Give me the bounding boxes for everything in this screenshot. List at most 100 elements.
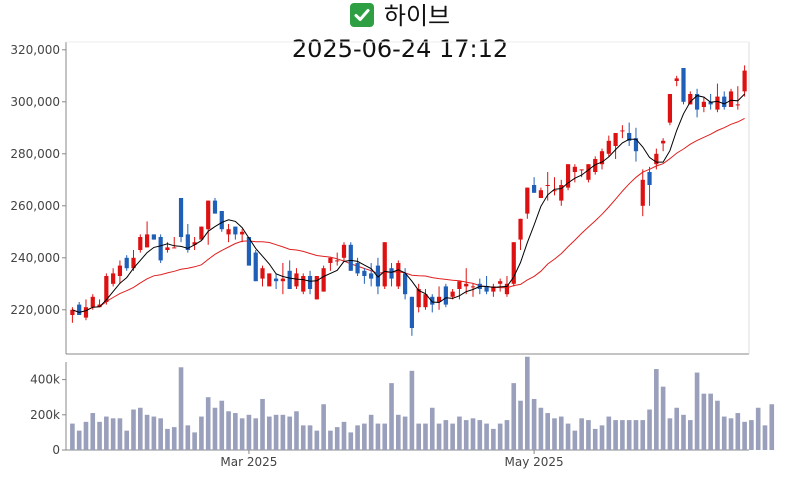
volume-bar	[701, 393, 707, 450]
candle	[70, 307, 75, 323]
candle-body	[708, 101, 713, 105]
candle	[253, 250, 258, 282]
candle	[484, 276, 489, 295]
candle-body	[525, 187, 530, 214]
volume-bar	[728, 418, 734, 450]
candle	[627, 122, 632, 146]
candle	[423, 289, 428, 310]
candle-body	[647, 172, 652, 185]
candle-body	[572, 166, 577, 172]
price-tick-label: 280,000	[10, 147, 60, 161]
candle	[144, 221, 150, 248]
volume-bar	[76, 430, 82, 450]
volume-bar	[538, 407, 544, 450]
volume-bar	[83, 421, 89, 450]
candle	[661, 138, 666, 152]
candle-body	[559, 185, 564, 201]
volume-bar	[674, 407, 680, 450]
candle	[640, 169, 645, 217]
candle-body	[599, 151, 605, 165]
candle-body	[423, 294, 428, 308]
chart-title: 하이브	[0, 0, 800, 32]
price-panel: 220,000 240,000 260,000 280,000 300,000 320,0…	[10, 41, 750, 355]
candle-body	[565, 164, 571, 188]
candle	[538, 187, 544, 198]
volume-bar	[626, 420, 632, 450]
candle-body	[206, 200, 211, 230]
candle-body	[681, 68, 686, 102]
candle	[722, 91, 727, 110]
volume-bar	[389, 383, 394, 450]
candle	[382, 242, 387, 289]
volume-bar	[375, 423, 381, 450]
volume-bar	[171, 427, 177, 450]
candle	[301, 273, 306, 295]
volume-bar	[341, 421, 347, 450]
volume-bar	[219, 400, 225, 450]
candle-body	[77, 304, 82, 315]
candle-body	[552, 190, 557, 192]
candle-body	[111, 273, 116, 284]
volume-bar	[545, 413, 551, 450]
candle-body	[504, 283, 510, 295]
candle	[606, 135, 611, 157]
candle-body	[341, 244, 347, 258]
candle	[470, 283, 476, 297]
candle-body	[627, 133, 632, 141]
candle	[491, 283, 496, 297]
volume-bar	[599, 425, 605, 450]
volume-bar	[334, 427, 340, 450]
volume-bar	[117, 418, 123, 450]
volume-bar	[402, 416, 408, 450]
candle	[341, 242, 347, 261]
candle-body	[267, 273, 272, 287]
candle	[321, 265, 326, 292]
candle	[233, 226, 238, 240]
candle-body	[436, 296, 442, 302]
volume-bar	[314, 430, 320, 450]
candle-body	[348, 244, 353, 271]
candle	[335, 252, 340, 266]
candle	[97, 299, 102, 308]
candle-body	[470, 286, 476, 288]
candle	[572, 164, 577, 183]
candle	[131, 250, 136, 271]
candle-body	[280, 278, 285, 282]
candle	[552, 177, 557, 196]
candle	[742, 65, 747, 97]
volume-bar	[266, 416, 272, 450]
volume-bar	[151, 416, 157, 450]
volume-bar	[226, 411, 231, 450]
candle	[246, 237, 252, 266]
candle	[613, 133, 618, 159]
candle-body	[396, 263, 401, 287]
candle	[674, 75, 679, 87]
volume-bar	[592, 428, 598, 450]
candle-body	[90, 296, 95, 308]
candle	[355, 257, 360, 276]
candle-body	[192, 242, 197, 245]
candle	[172, 237, 177, 249]
candle-body	[409, 296, 414, 328]
volume-bar	[158, 418, 163, 450]
candle-body	[661, 140, 666, 144]
candle-body	[362, 270, 367, 276]
candle	[633, 127, 639, 162]
candle-body	[70, 309, 75, 315]
volume-bar	[647, 409, 652, 450]
candle	[280, 263, 285, 295]
candle-body	[253, 252, 258, 282]
volume-bar	[212, 407, 218, 450]
volume-bar	[205, 397, 211, 450]
candle-body	[694, 94, 700, 110]
volume-bar	[606, 416, 612, 450]
candle	[178, 198, 184, 243]
volume-bar	[90, 413, 96, 450]
candle-body	[178, 198, 184, 237]
candle	[77, 302, 82, 315]
candle-body	[219, 211, 224, 230]
volume-bar	[708, 393, 713, 450]
date-tick-label: May 2025	[505, 455, 564, 469]
volume-bar	[70, 423, 75, 450]
candle-body	[369, 273, 374, 279]
